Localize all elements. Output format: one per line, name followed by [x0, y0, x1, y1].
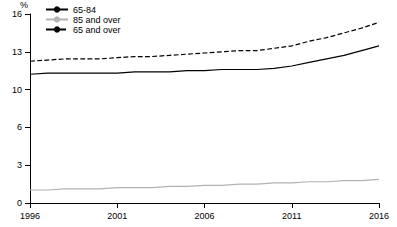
svg-text:2016: 2016	[369, 211, 389, 221]
svg-text:65 and over: 65 and over	[73, 25, 121, 35]
svg-text:85 and over: 85 and over	[73, 15, 121, 25]
svg-text:1996: 1996	[20, 211, 40, 221]
svg-text:16: 16	[12, 9, 22, 19]
svg-text:0: 0	[17, 198, 22, 208]
svg-text:2011: 2011	[282, 211, 301, 221]
svg-text:65-84: 65-84	[73, 5, 96, 15]
svg-text:2006: 2006	[194, 211, 214, 221]
svg-text:2001: 2001	[107, 211, 127, 221]
svg-text:3: 3	[17, 160, 22, 170]
svg-text:10: 10	[12, 85, 22, 95]
svg-text:13: 13	[12, 47, 22, 57]
svg-text:6: 6	[17, 122, 22, 132]
